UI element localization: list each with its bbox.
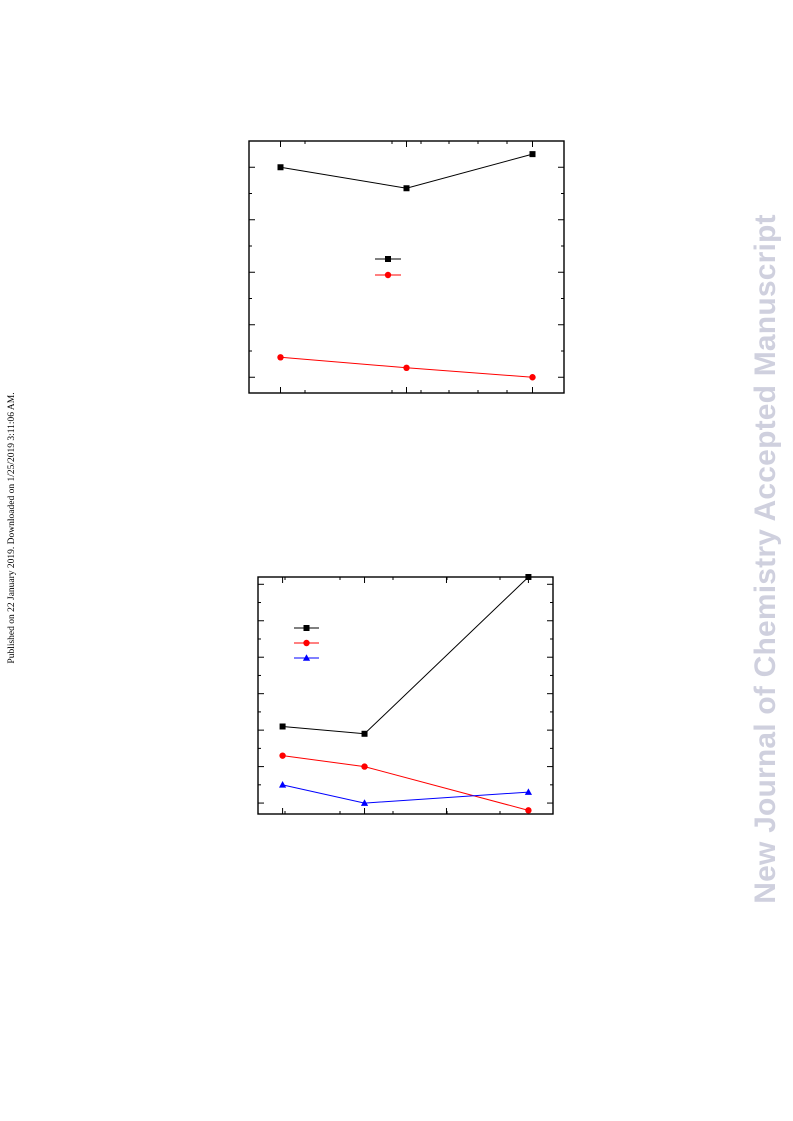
series-line-1 (282, 576, 529, 735)
data-point-1 (529, 151, 536, 158)
data-point-3 (360, 799, 369, 806)
data-point-2 (403, 364, 410, 371)
data-point-1 (403, 185, 410, 192)
data-point-1 (361, 730, 368, 737)
journal-watermark-text: New Journal of Chemistry Accepted Manusc… (749, 214, 782, 904)
series-line-1 (280, 153, 533, 189)
data-point-2 (277, 354, 284, 361)
data-point-3 (278, 781, 287, 788)
legend-marker-3 (302, 654, 311, 661)
legend-marker-2 (384, 271, 392, 279)
legend-marker-2 (303, 639, 310, 647)
legend-marker-1 (385, 256, 391, 262)
data-point-1 (525, 574, 532, 580)
data-point-2 (529, 374, 536, 381)
data-point-1 (279, 723, 286, 730)
data-point-3 (524, 788, 533, 795)
plot-frame (248, 140, 565, 394)
data-point-2 (279, 752, 286, 759)
chart-top (248, 140, 565, 394)
series-line-2 (282, 755, 529, 811)
published-note-text: Published on 22 January 2019. Downloaded… (7, 392, 17, 664)
data-point-2 (361, 763, 368, 770)
plot-frame (257, 576, 554, 815)
chart-bottom (257, 574, 554, 815)
data-point-2 (525, 807, 532, 814)
legend-marker-1 (303, 625, 310, 631)
data-point-1 (277, 164, 284, 171)
